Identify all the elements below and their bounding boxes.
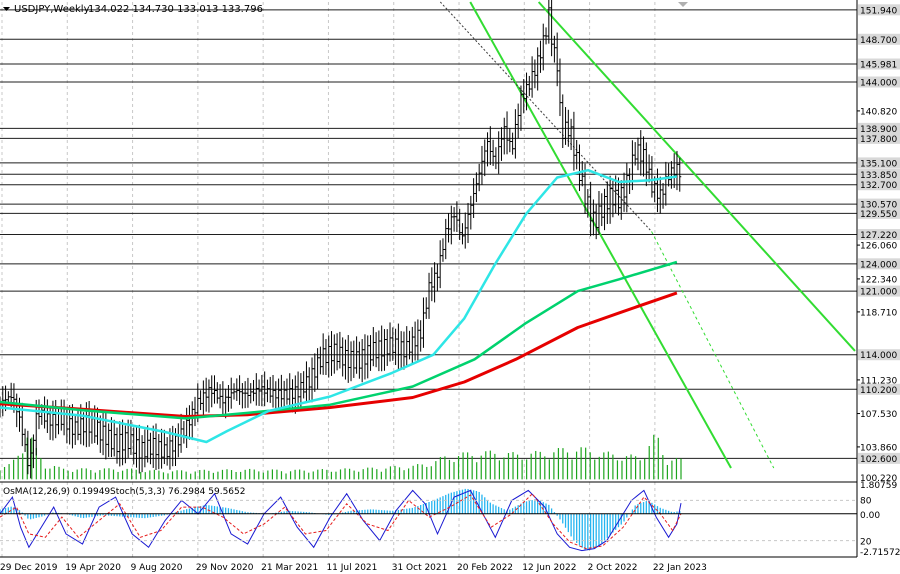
y-tick-label: 103.860: [860, 443, 897, 453]
x-tick-label: 31 Oct 2021: [392, 563, 448, 573]
level-label-bg: [858, 157, 900, 169]
indicator-level-label: 0.00: [860, 511, 880, 521]
osma-title: OsMA(12,26,9) 0.19949: [3, 487, 110, 497]
x-tick-label: 29 Nov 2020: [196, 563, 254, 573]
ema-fast-line: [0, 168, 678, 444]
horizontal-levels: [0, 9, 857, 459]
level-label-bg: [858, 258, 900, 270]
level-label-bg: [858, 168, 900, 180]
channel-line: [651, 231, 775, 469]
level-label: 135.100: [860, 159, 897, 169]
volume-bars: [0, 434, 682, 480]
level-label-bg: [858, 452, 900, 464]
indicator-axis-labels: 1.80759 80 0.00 20-2.71572: [860, 481, 900, 558]
level-label-bg: [858, 198, 900, 210]
level-label-bg: [858, 122, 900, 134]
y-tick-label: 111.230: [860, 376, 897, 386]
stoch-signal-line: [0, 492, 682, 550]
x-tick-label: 29 Dec 2019: [0, 563, 58, 573]
level-label-bg: [858, 229, 900, 241]
level-label-bg: [858, 4, 900, 16]
stochastic-lines: [0, 489, 682, 552]
level-label: 138.900: [860, 125, 897, 135]
bottom-price-label: 100.220: [860, 474, 897, 484]
level-label: 121.000: [860, 288, 897, 298]
level-label: 148.700: [860, 36, 897, 46]
level-label: 129.550: [860, 210, 897, 220]
x-tick-label: 19 Apr 2020: [65, 563, 121, 573]
indicator-header: OsMA(12,26,9) 0.19949 Stoch(5,3,3) 76.29…: [3, 487, 245, 497]
shift-marker-icon: [678, 2, 688, 7]
level-label: 145.981: [860, 60, 897, 70]
x-tick-label: 21 Mar 2021: [261, 563, 318, 573]
channel-line: [469, 1, 732, 469]
trend-channels: [439, 1, 856, 469]
indicator-level-label: 1.80759: [860, 481, 897, 491]
ema-mid-line: [0, 260, 678, 420]
x-tick-label: 2 Oct 2022: [588, 563, 638, 573]
indicator-level-label: 80: [860, 496, 872, 506]
level-label-bg: [858, 76, 900, 88]
collapse-arrow-icon[interactable]: [3, 7, 10, 11]
osma-histogram: [0, 488, 681, 551]
level-label-bg: [858, 383, 900, 395]
level-label: 102.600: [860, 455, 897, 465]
level-label: 130.570: [860, 201, 897, 211]
level-label: 127.220: [860, 231, 897, 241]
x-tick-label: 20 Feb 2022: [457, 563, 513, 573]
moving-averages: [0, 168, 678, 444]
level-label-bg: [858, 207, 900, 219]
y-tick-label: 140.820: [860, 107, 897, 117]
y-tick-label: 118.710: [860, 308, 897, 318]
stoch-title: Stoch(5,3,3) 76.2984 59.5652: [110, 487, 245, 497]
ohlc-values: 134.022 134.730 133.013 133.796: [88, 4, 263, 15]
level-label-bg: [858, 285, 900, 297]
level-label: 144.000: [860, 79, 897, 89]
level-label: 133.850: [860, 171, 897, 181]
y-tick-label: 122.340: [860, 275, 897, 285]
level-label: 110.200: [860, 386, 897, 396]
x-tick-label: 22 Jan 2023: [653, 563, 707, 573]
level-label: 124.000: [860, 260, 897, 270]
level-label-bg: [858, 58, 900, 70]
chart-header: USDJPY,Weekly 134.022 134.730 133.013 13…: [3, 4, 263, 15]
price-axis-labels: 151.940 148.700 145.981 144.000 138.900137.8…: [857, 4, 900, 484]
level-label-bg: [858, 33, 900, 45]
level-label: 114.000: [860, 351, 897, 361]
indicator-level-label: -2.71572: [860, 548, 900, 558]
ema-slow-line: [0, 291, 678, 418]
level-label: 132.700: [860, 181, 897, 191]
y-tick-label: 107.530: [860, 410, 897, 420]
channel-line: [537, 1, 856, 352]
level-label: 137.800: [860, 135, 897, 145]
level-label-bg: [858, 132, 900, 144]
grid: [1, 2, 656, 557]
level-label: 151.940: [860, 6, 897, 16]
level-label-bg: [858, 179, 900, 191]
level-label-bg: [858, 349, 900, 361]
y-tick-label: 126.060: [860, 242, 897, 252]
x-tick-label: 9 Aug 2020: [131, 563, 183, 573]
indicator-level-label: 20: [860, 538, 872, 548]
x-tick-label: 11 Jul 2021: [326, 563, 377, 573]
time-axis-labels: 29 Dec 2019 19 Apr 2020 9 Aug 2020 29 Nov 2…: [0, 563, 707, 573]
symbol-title: USDJPY,Weekly: [14, 4, 90, 15]
x-tick-label: 12 Jun 2022: [522, 563, 576, 573]
